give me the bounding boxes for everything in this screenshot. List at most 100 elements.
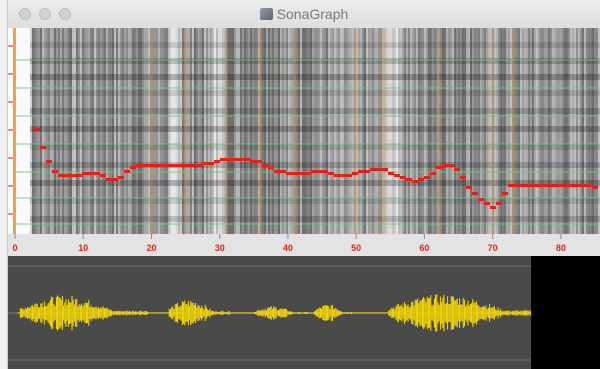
- minimize-button[interactable]: [39, 8, 51, 20]
- spectrogram-column: [168, 28, 170, 234]
- pitch-point: [214, 160, 220, 163]
- spectrogram-column: [78, 28, 80, 234]
- spectrogram-column: [428, 28, 430, 234]
- spectrogram-column: [186, 28, 188, 234]
- spectrogram-column: [348, 28, 350, 234]
- playhead-marker[interactable]: [13, 28, 16, 234]
- pitch-point: [304, 172, 310, 175]
- time-tick-label: 80: [556, 243, 566, 253]
- spectrogram-column: [204, 28, 206, 234]
- spectrogram-column: [590, 28, 592, 234]
- spectrogram-column: [506, 28, 508, 234]
- pitch-point: [508, 184, 514, 187]
- spectrogram-column: [86, 28, 88, 234]
- spectrogram-columns: [30, 28, 600, 234]
- spectrogram-column: [430, 28, 432, 234]
- zoom-button[interactable]: [59, 8, 71, 20]
- spectrogram-column: [254, 28, 256, 234]
- spectrogram-column: [270, 28, 272, 234]
- unselected-region[interactable]: [531, 256, 600, 369]
- pitch-point: [406, 178, 412, 181]
- spectrogram-column: [172, 28, 174, 234]
- spectrogram-column: [142, 28, 144, 234]
- harmonic-band: [30, 74, 600, 80]
- harmonic-band: [30, 58, 600, 64]
- spectrogram-column: [40, 28, 42, 234]
- close-button[interactable]: [19, 8, 31, 20]
- spectrogram-column: [474, 28, 476, 234]
- time-tick-label: 50: [351, 243, 361, 253]
- spectrogram-column: [598, 28, 600, 234]
- spectrogram-column: [554, 28, 556, 234]
- spectrogram-column: [228, 28, 230, 234]
- sonagraph-window: SonaGraph 0 10 20 30 40 50 60 70 80: [8, 0, 600, 369]
- pitch-point: [562, 184, 568, 187]
- title-bar[interactable]: SonaGraph: [8, 0, 600, 29]
- spectrogram-column: [276, 28, 278, 234]
- spectrogram-column: [144, 28, 146, 234]
- pitch-point: [34, 128, 40, 131]
- spectrogram-column: [346, 28, 348, 234]
- spectrogram-column: [442, 28, 444, 234]
- spectrogram-column: [338, 28, 340, 234]
- window-title-text: SonaGraph: [276, 6, 349, 22]
- spectrogram-column: [190, 28, 192, 234]
- spectrogram-column: [272, 28, 274, 234]
- time-marker: [382, 28, 385, 234]
- waveform-canvas[interactable]: [8, 256, 600, 369]
- spectrogram-column: [76, 28, 78, 234]
- spectrogram-column: [162, 28, 164, 234]
- spectrogram-column: [526, 28, 528, 234]
- spectrogram-column: [92, 28, 94, 234]
- spectrogram-column: [550, 28, 552, 234]
- spectrogram-column: [458, 28, 460, 234]
- spectrogram-column: [198, 28, 200, 234]
- spectrogram-canvas[interactable]: [8, 28, 600, 234]
- spectrogram-column: [90, 28, 92, 234]
- spectrogram-column: [64, 28, 66, 234]
- spectrogram-column: [592, 28, 594, 234]
- time-axis-ticks: 0 10 20 30 40 50 60 70 80: [12, 234, 566, 253]
- spectrogram-column: [222, 28, 224, 234]
- spectrogram-column: [238, 28, 240, 234]
- spectrogram-column: [330, 28, 332, 234]
- spectrogram-view[interactable]: [8, 28, 600, 234]
- spectrogram-column: [268, 28, 270, 234]
- spectrogram-column: [572, 28, 574, 234]
- spectrogram-column: [424, 28, 426, 234]
- spectrogram-column: [210, 28, 212, 234]
- harmonic-band: [30, 216, 600, 222]
- spectrogram-column: [580, 28, 582, 234]
- time-marker: [491, 28, 494, 234]
- spectrogram-column: [30, 28, 32, 234]
- time-marker: [355, 28, 358, 234]
- pitch-point: [154, 164, 160, 167]
- spectrogram-column: [476, 28, 478, 234]
- spectrogram-column: [300, 28, 302, 234]
- spectrogram-column: [584, 28, 586, 234]
- pitch-point: [472, 192, 478, 195]
- spectrogram-column: [260, 28, 262, 234]
- pitch-point: [454, 168, 460, 171]
- spectrogram-column: [136, 28, 138, 234]
- pitch-point: [250, 160, 256, 163]
- time-axis[interactable]: 0 10 20 30 40 50 60 70 80: [8, 234, 600, 256]
- pitch-point: [280, 170, 286, 173]
- spectrogram-column: [50, 28, 52, 234]
- spectrogram-column: [488, 28, 490, 234]
- spectrogram-column: [108, 28, 110, 234]
- spectrogram-column: [556, 28, 558, 234]
- spectrogram-column: [226, 28, 228, 234]
- spectrogram-column: [462, 28, 464, 234]
- pitch-point: [40, 146, 46, 149]
- waveform-view[interactable]: [8, 256, 600, 369]
- pitch-point: [76, 174, 82, 177]
- pitch-point: [256, 160, 262, 163]
- time-marker: [259, 28, 262, 234]
- time-marker: [512, 28, 515, 234]
- spectrogram-column: [60, 28, 62, 234]
- pitch-point: [532, 184, 538, 187]
- spectrogram-column: [206, 28, 208, 234]
- pitch-point: [46, 160, 52, 163]
- pitch-point: [118, 176, 124, 179]
